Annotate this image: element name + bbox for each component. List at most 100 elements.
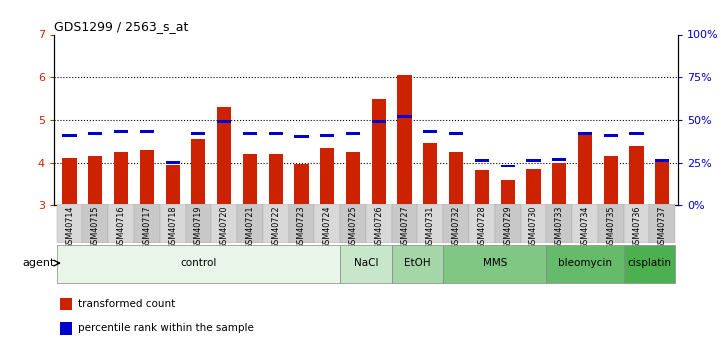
Bar <box>88 156 102 205</box>
Text: GSM40734: GSM40734 <box>580 206 590 249</box>
Bar <box>88 132 102 135</box>
Bar <box>624 245 675 283</box>
Bar <box>655 159 669 162</box>
Text: GSM40736: GSM40736 <box>632 206 641 249</box>
Bar <box>475 170 489 205</box>
Text: GSM40716: GSM40716 <box>117 206 125 249</box>
Bar <box>500 165 515 167</box>
Bar <box>114 130 128 133</box>
Text: GSM40721: GSM40721 <box>245 206 255 249</box>
Bar <box>629 146 644 205</box>
Text: GSM40731: GSM40731 <box>426 206 435 249</box>
Bar <box>629 132 644 135</box>
Bar <box>294 136 309 138</box>
Bar <box>423 130 438 133</box>
Bar <box>397 75 412 205</box>
Bar <box>598 204 624 243</box>
Bar <box>443 245 547 283</box>
Text: GDS1299 / 2563_s_at: GDS1299 / 2563_s_at <box>54 20 188 33</box>
Text: GSM40729: GSM40729 <box>503 206 512 249</box>
Bar <box>346 132 360 135</box>
Bar <box>63 158 76 205</box>
Bar <box>572 204 598 243</box>
Text: GSM40715: GSM40715 <box>91 206 99 249</box>
Bar <box>185 204 211 243</box>
Bar <box>340 245 392 283</box>
Bar <box>526 169 541 205</box>
Bar <box>237 204 263 243</box>
Text: GSM40723: GSM40723 <box>297 206 306 249</box>
Text: control: control <box>180 258 216 268</box>
Bar <box>547 204 572 243</box>
Bar <box>603 134 618 137</box>
Text: agent: agent <box>22 258 55 268</box>
Bar <box>263 204 288 243</box>
Bar <box>191 132 205 135</box>
Text: GSM40725: GSM40725 <box>348 206 358 249</box>
Bar <box>140 130 154 133</box>
Bar <box>314 204 340 243</box>
Text: percentile rank within the sample: percentile rank within the sample <box>78 324 254 333</box>
Bar <box>449 152 463 205</box>
Bar <box>521 204 547 243</box>
Bar <box>552 158 566 161</box>
Bar <box>650 204 675 243</box>
Bar <box>288 204 314 243</box>
Bar <box>397 115 412 118</box>
Bar <box>320 134 335 137</box>
Text: GSM40732: GSM40732 <box>451 206 461 249</box>
Text: GSM40720: GSM40720 <box>220 206 229 249</box>
Bar <box>243 132 257 135</box>
Bar <box>372 99 386 205</box>
Text: GSM40727: GSM40727 <box>400 206 409 249</box>
Bar <box>160 204 185 243</box>
Bar <box>134 204 160 243</box>
Bar <box>443 204 469 243</box>
Bar <box>340 204 366 243</box>
Bar <box>82 204 108 243</box>
Bar <box>547 245 624 283</box>
Text: GSM40733: GSM40733 <box>554 206 564 249</box>
Bar <box>61 297 71 310</box>
Bar <box>114 152 128 205</box>
Bar <box>211 204 237 243</box>
Bar <box>269 154 283 205</box>
Bar <box>475 159 489 162</box>
Bar <box>578 135 592 205</box>
Bar <box>191 139 205 205</box>
Text: bleomycin: bleomycin <box>558 258 612 268</box>
Bar <box>346 152 360 205</box>
Text: GSM40719: GSM40719 <box>194 206 203 249</box>
Text: GSM40718: GSM40718 <box>168 206 177 249</box>
Text: GSM40717: GSM40717 <box>142 206 151 249</box>
Bar <box>140 150 154 205</box>
Bar <box>108 204 134 243</box>
Bar <box>366 204 392 243</box>
Bar <box>61 322 71 335</box>
Bar <box>166 165 180 205</box>
Bar <box>63 134 76 137</box>
Bar <box>526 159 541 162</box>
Text: GSM40724: GSM40724 <box>323 206 332 249</box>
Text: GSM40714: GSM40714 <box>65 206 74 249</box>
Bar <box>392 204 417 243</box>
Bar <box>57 204 82 243</box>
Bar <box>57 245 340 283</box>
Bar <box>166 161 180 164</box>
Bar <box>449 132 463 135</box>
Bar <box>417 204 443 243</box>
Bar <box>217 107 231 205</box>
Text: GSM40726: GSM40726 <box>374 206 384 249</box>
Bar <box>372 120 386 123</box>
Bar <box>552 162 566 205</box>
Text: GSM40737: GSM40737 <box>658 206 667 249</box>
Text: GSM40730: GSM40730 <box>529 206 538 249</box>
Bar <box>294 164 309 205</box>
Text: cisplatin: cisplatin <box>627 258 671 268</box>
Text: MMS: MMS <box>482 258 507 268</box>
Text: EtOH: EtOH <box>404 258 430 268</box>
Bar <box>392 245 443 283</box>
Bar <box>243 154 257 205</box>
Bar <box>578 132 592 135</box>
Bar <box>269 132 283 135</box>
